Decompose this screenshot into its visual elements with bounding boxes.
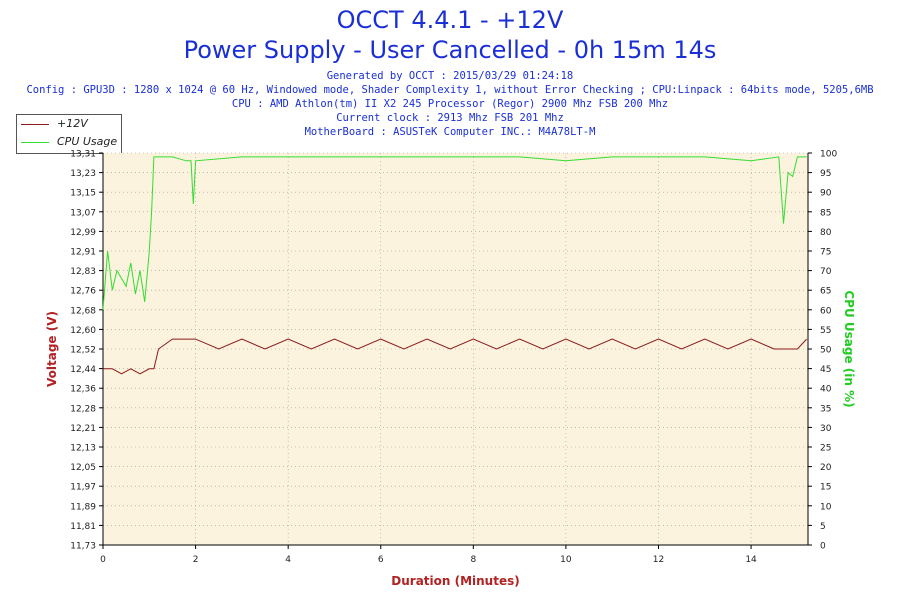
chart-legend: +12V CPU Usage <box>16 114 122 154</box>
x-tick-label: 10 <box>560 555 572 565</box>
motherboard-info: MotherBoard : ASUSTeK Computer INC.: M4A… <box>304 126 596 138</box>
y-left-tick-label: 12,05 <box>70 463 96 473</box>
y-right-tick-label: 55 <box>820 326 831 336</box>
y-left-tick-label: 13,23 <box>70 169 96 179</box>
y-right-tick-label: 20 <box>820 463 832 473</box>
y-left-tick-label: 12,99 <box>70 228 96 238</box>
y-right-tick-label: 15 <box>820 483 831 493</box>
x-tick-label: 2 <box>193 555 199 565</box>
y-right-tick-label: 95 <box>820 169 831 179</box>
x-tick-label: 12 <box>653 555 664 565</box>
generated-info: Generated by OCCT : 2015/03/29 01:24:18 <box>326 70 574 82</box>
y-right-tick-label: 65 <box>820 287 831 297</box>
y-left-tick-label: 12,44 <box>70 365 96 375</box>
y-left-tick-label: 11,81 <box>70 522 96 532</box>
y-right-tick-label: 70 <box>820 267 832 277</box>
config-info: Config : GPU3D : 1280 x 1024 @ 60 Hz, Wi… <box>26 84 874 96</box>
y-right-axis-label: CPU Usage (in %) <box>842 290 856 407</box>
series-line-cpu <box>102 156 807 310</box>
y-left-tick-label: 12,68 <box>70 306 96 316</box>
legend-label-voltage: +12V <box>57 117 88 130</box>
clock-info: Current clock : 2913 Mhz FSB 201 Mhz <box>336 112 564 124</box>
y-right-tick-label: 90 <box>820 189 832 199</box>
y-left-tick-label: 13,15 <box>70 189 96 199</box>
legend-swatch-cpu <box>21 142 49 143</box>
x-tick-label: 0 <box>100 555 106 565</box>
legend-swatch-voltage <box>21 124 49 125</box>
y-left-tick-label: 12,52 <box>70 346 96 356</box>
y-left-tick-label: 12,60 <box>70 326 96 336</box>
y-left-tick-label: 12,36 <box>70 385 96 395</box>
y-left-tick-label: 13,31 <box>70 150 96 160</box>
y-right-tick-label: 0 <box>820 542 826 552</box>
y-right-tick-label: 40 <box>820 385 832 395</box>
series-line-voltage <box>103 338 807 375</box>
chart-title: OCCT 4.4.1 - +12V <box>336 6 564 34</box>
x-tick-label: 14 <box>745 555 757 565</box>
legend-entry-cpu: CPU Usage <box>17 133 121 151</box>
chart-subtitle: Power Supply - User Cancelled - 0h 15m 1… <box>183 36 717 64</box>
y-right-tick-label: 25 <box>820 444 831 454</box>
y-right-tick-label: 50 <box>820 346 832 356</box>
y-left-tick-label: 11,89 <box>70 502 96 512</box>
x-tick-label: 8 <box>470 555 476 565</box>
y-right-tick-label: 85 <box>820 208 831 218</box>
y-right-tick-label: 100 <box>820 150 837 160</box>
y-left-tick-label: 12,21 <box>70 424 96 434</box>
cpu-info: CPU : AMD Athlon(tm) II X2 245 Processor… <box>231 98 669 110</box>
x-axis-label: Duration (Minutes) <box>391 574 519 588</box>
legend-label-cpu: CPU Usage <box>57 135 118 148</box>
y-left-tick-label: 11,97 <box>70 483 96 493</box>
y-right-tick-label: 45 <box>820 365 831 375</box>
y-left-tick-label: 11,73 <box>70 542 96 552</box>
y-left-tick-label: 13,07 <box>70 208 96 218</box>
y-left-tick-label: 12,83 <box>70 267 96 277</box>
y-right-tick-label: 30 <box>820 424 832 434</box>
y-right-tick-label: 75 <box>820 248 831 258</box>
y-left-axis-label: Voltage (V) <box>45 311 59 387</box>
y-left-tick-label: 12,76 <box>70 287 96 297</box>
y-right-tick-label: 60 <box>820 306 832 316</box>
y-left-tick-label: 12,28 <box>70 404 96 414</box>
y-right-tick-label: 10 <box>820 502 832 512</box>
y-left-tick-label: 12,91 <box>70 248 96 258</box>
y-left-tick-label: 12,13 <box>70 444 96 454</box>
x-tick-label: 6 <box>378 555 384 565</box>
y-right-tick-label: 5 <box>820 522 826 532</box>
y-right-tick-label: 80 <box>820 228 832 238</box>
legend-entry-voltage: +12V <box>17 115 121 133</box>
y-right-tick-label: 35 <box>820 404 831 414</box>
x-tick-label: 4 <box>285 555 291 565</box>
